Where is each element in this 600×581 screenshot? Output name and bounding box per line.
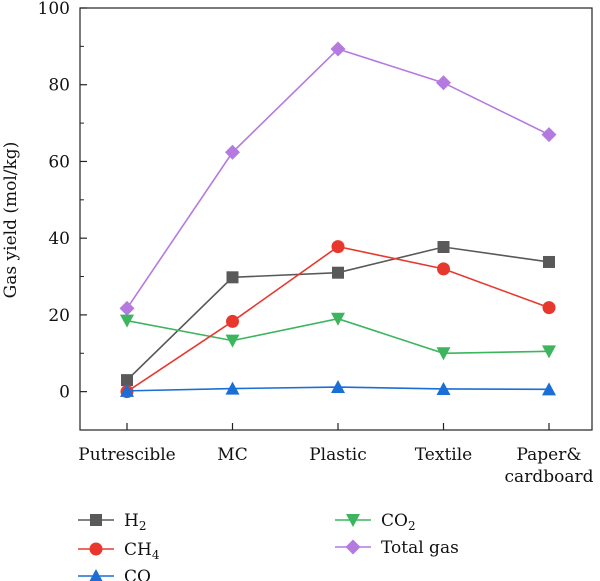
legend-item: Total gas — [335, 538, 459, 558]
data-point — [436, 381, 451, 395]
data-point — [437, 262, 450, 276]
legend-item: CO2 — [335, 511, 416, 533]
data-point — [542, 301, 556, 315]
chart-axes — [79, 7, 593, 431]
legend-marker — [346, 514, 360, 527]
data-point — [542, 382, 556, 396]
data-point — [332, 266, 344, 279]
chart-series — [119, 41, 557, 399]
legend-item: CO — [78, 567, 151, 581]
legend-marker — [90, 514, 102, 526]
data-point — [120, 383, 134, 397]
data-point — [543, 255, 555, 268]
y-tick-label: 0 — [59, 383, 70, 403]
y-tick-label: 20 — [48, 306, 70, 326]
series-h2 — [121, 241, 555, 387]
x-tick-label: Putrescible — [78, 445, 175, 465]
series-co — [120, 380, 556, 397]
data-point — [225, 334, 240, 348]
legend-marker — [345, 539, 361, 555]
data-point — [330, 41, 346, 57]
legend-label: H2 — [124, 511, 146, 533]
data-point — [226, 314, 239, 328]
x-tick-label: Textile — [415, 445, 472, 465]
y-tick-label: 80 — [48, 76, 70, 96]
data-point — [225, 381, 240, 395]
legend-marker — [89, 542, 103, 556]
data-point — [226, 271, 239, 284]
series-ch4 — [120, 240, 556, 399]
data-point — [436, 75, 451, 91]
data-point — [225, 144, 240, 160]
y-tick-label: 100 — [38, 0, 70, 19]
data-point — [120, 314, 134, 328]
series-co2 — [120, 312, 556, 361]
legend-item: H2 — [78, 511, 146, 533]
x-tick-label: Paper& cardboard — [505, 445, 594, 487]
y-axis-title: Gas yield (mol/kg) — [1, 142, 21, 299]
legend-label: CO — [124, 567, 151, 581]
data-point — [331, 380, 345, 394]
data-point — [331, 240, 345, 254]
series-total-gas — [119, 41, 557, 316]
legend-label: CO2 — [381, 511, 416, 533]
chart-legend: H2 CH4 CO CO2 Total gas — [78, 511, 459, 581]
data-point — [541, 127, 557, 143]
x-tick-label: MC — [217, 445, 247, 465]
y-tick-label: 40 — [48, 229, 70, 249]
data-point — [119, 300, 135, 316]
y-tick-label: 60 — [48, 152, 70, 172]
plot-frame — [79, 7, 593, 431]
legend-item: CH4 — [78, 540, 160, 562]
data-point — [121, 374, 133, 387]
data-point — [436, 347, 451, 361]
legend-label: CH4 — [124, 540, 160, 562]
data-point — [437, 241, 450, 254]
y-axis-ticks: 0 20 40 60 80 100 — [38, 0, 87, 431]
legend-marker — [89, 569, 103, 581]
data-point — [542, 345, 556, 359]
legend-label: Total gas — [381, 538, 459, 558]
x-tick-label: Plastic — [309, 445, 367, 465]
x-axis-ticks: Putrescible MC Plastic Textile Paper& cardboa… — [78, 423, 594, 487]
data-point — [331, 312, 345, 326]
